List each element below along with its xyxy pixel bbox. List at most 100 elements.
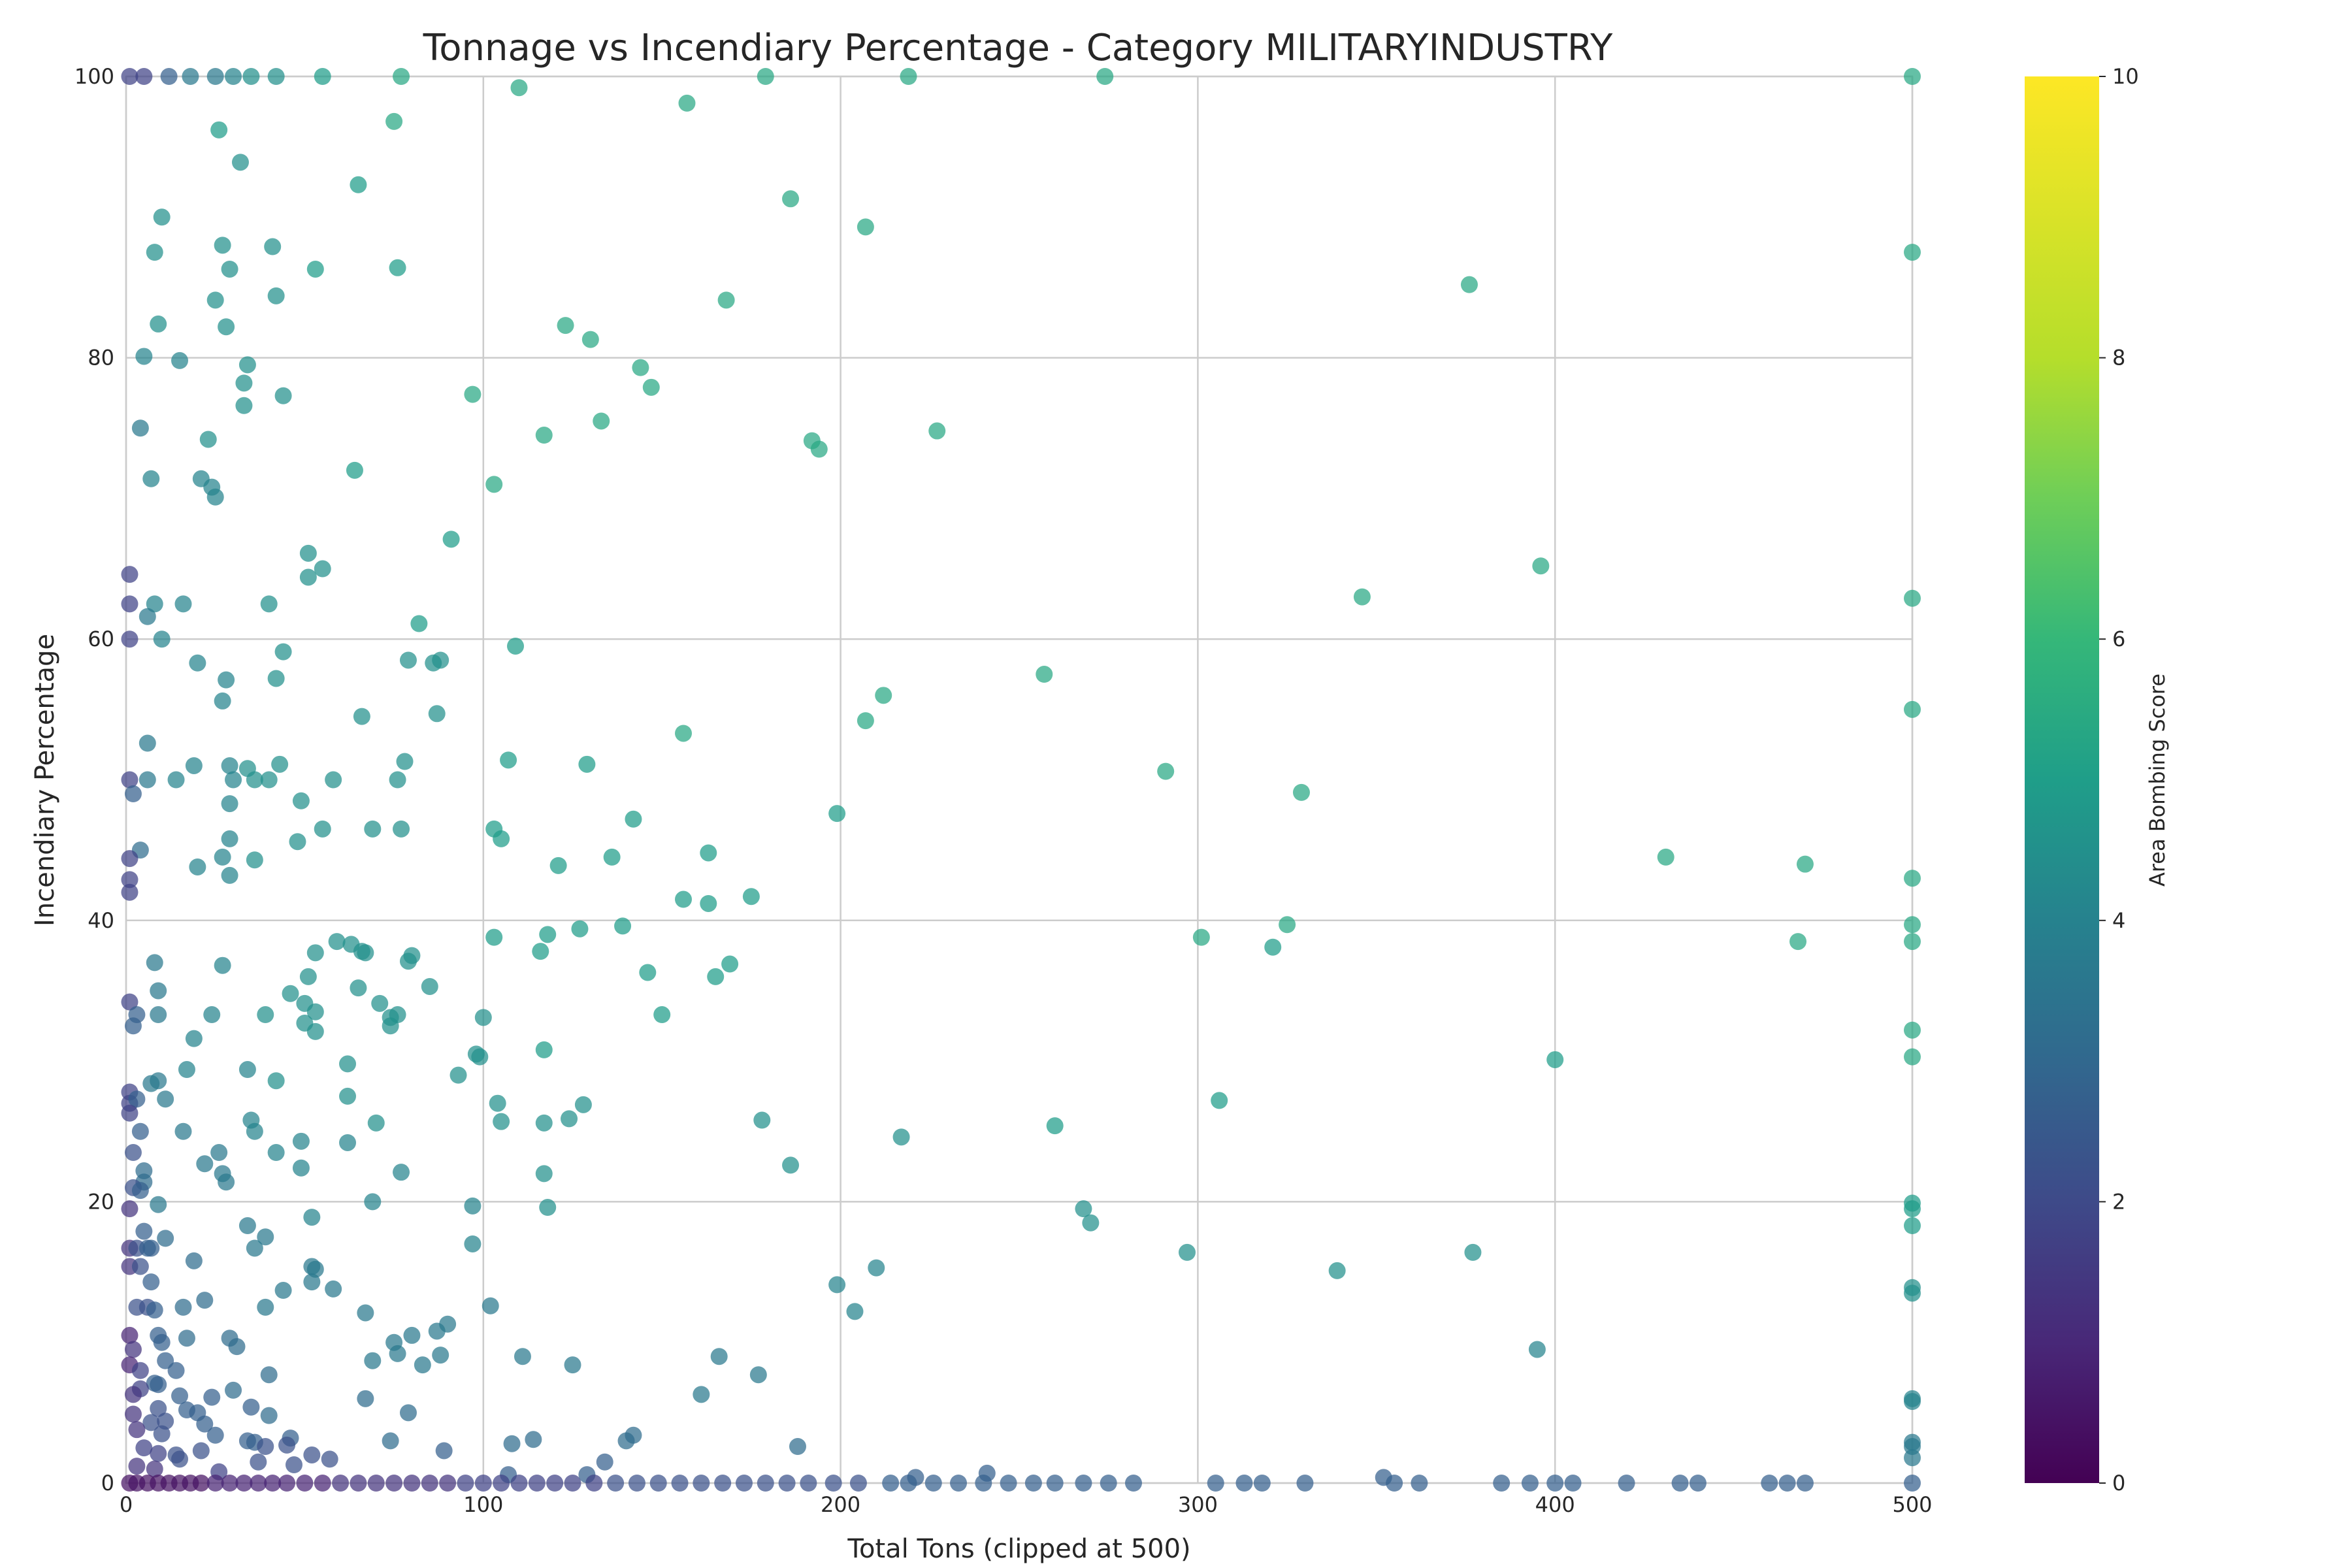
data-point <box>678 94 696 112</box>
data-point <box>339 1134 357 1151</box>
data-point <box>350 176 367 193</box>
data-point <box>482 1297 499 1315</box>
data-point <box>474 1475 492 1492</box>
data-point <box>210 1144 228 1162</box>
data-point <box>157 1352 174 1369</box>
data-point <box>225 68 242 85</box>
data-point <box>214 956 231 974</box>
data-point <box>124 1341 142 1358</box>
data-point <box>139 734 156 752</box>
data-point <box>1904 1284 1921 1302</box>
data-point <box>306 1003 324 1021</box>
data-point <box>596 1453 613 1471</box>
data-point <box>493 1475 510 1492</box>
data-point <box>1546 1051 1564 1068</box>
data-point <box>325 1280 342 1298</box>
data-point <box>267 68 285 85</box>
data-point <box>264 238 282 255</box>
data-point <box>742 888 760 906</box>
data-point <box>603 848 621 866</box>
data-point <box>1178 1243 1196 1261</box>
data-point <box>339 1087 357 1105</box>
data-point <box>382 1017 399 1035</box>
data-point <box>210 121 228 139</box>
data-point <box>221 260 238 278</box>
data-point <box>421 1475 438 1492</box>
data-point <box>410 615 428 632</box>
data-point <box>1904 244 1921 261</box>
data-point <box>389 1345 406 1362</box>
data-point <box>393 1164 410 1181</box>
data-point <box>1796 855 1814 873</box>
data-point <box>868 1259 885 1277</box>
data-point <box>257 1298 274 1316</box>
data-point <box>382 1432 399 1450</box>
data-point <box>449 1066 467 1084</box>
data-point <box>157 1090 174 1108</box>
data-point <box>306 1022 324 1040</box>
data-point <box>593 412 610 430</box>
data-point <box>142 1414 160 1431</box>
data-point <box>135 68 153 85</box>
data-point <box>282 985 299 1002</box>
data-point <box>574 1096 592 1113</box>
data-point <box>385 112 403 130</box>
data-point <box>535 1165 553 1183</box>
data-point <box>292 1159 310 1177</box>
data-point <box>735 1475 753 1492</box>
data-point <box>367 1475 385 1492</box>
data-point <box>364 820 382 838</box>
data-point <box>828 805 846 823</box>
data-point <box>1493 1475 1511 1492</box>
data-point <box>292 1132 310 1150</box>
data-point <box>693 1386 710 1403</box>
data-point <box>306 260 324 278</box>
data-point <box>160 68 178 85</box>
data-point <box>396 753 414 770</box>
data-point <box>150 982 167 1000</box>
data-point <box>171 351 189 369</box>
data-point <box>1657 848 1674 866</box>
data-point <box>235 1475 253 1492</box>
colorbar <box>2025 76 2099 1483</box>
data-point <box>628 1475 645 1492</box>
data-point <box>153 1425 171 1443</box>
data-point <box>146 954 163 972</box>
data-point <box>314 820 331 838</box>
data-point <box>1904 1194 1921 1212</box>
data-point <box>900 1475 917 1492</box>
data-point <box>357 944 374 962</box>
data-point <box>221 830 238 847</box>
data-point <box>292 792 310 809</box>
data-point <box>1124 1475 1142 1492</box>
data-point <box>493 1113 510 1130</box>
data-point <box>185 1252 203 1269</box>
data-point <box>1046 1475 1064 1492</box>
x-tick-label: 400 <box>1535 1492 1575 1517</box>
data-point <box>1904 1393 1921 1411</box>
data-point <box>1253 1475 1271 1492</box>
data-point <box>218 1173 235 1191</box>
data-point <box>525 1431 542 1448</box>
data-point <box>121 883 139 901</box>
data-point <box>274 1282 292 1299</box>
colorbar-tick-label: 4 <box>2112 908 2125 933</box>
data-point <box>539 1199 557 1217</box>
data-point <box>299 968 317 985</box>
data-point <box>135 1222 153 1240</box>
data-point <box>950 1475 968 1492</box>
data-point <box>875 687 892 704</box>
data-point <box>171 1387 189 1405</box>
data-point <box>510 1475 528 1492</box>
data-point <box>192 1475 210 1492</box>
data-point <box>121 566 139 583</box>
data-point <box>206 68 224 85</box>
data-point <box>393 68 410 85</box>
data-point <box>274 387 292 404</box>
data-point <box>1904 1021 1921 1039</box>
data-point <box>639 964 657 981</box>
data-point <box>564 1356 581 1374</box>
data-point <box>1904 589 1921 607</box>
data-point <box>642 378 660 396</box>
data-point <box>828 1276 846 1294</box>
